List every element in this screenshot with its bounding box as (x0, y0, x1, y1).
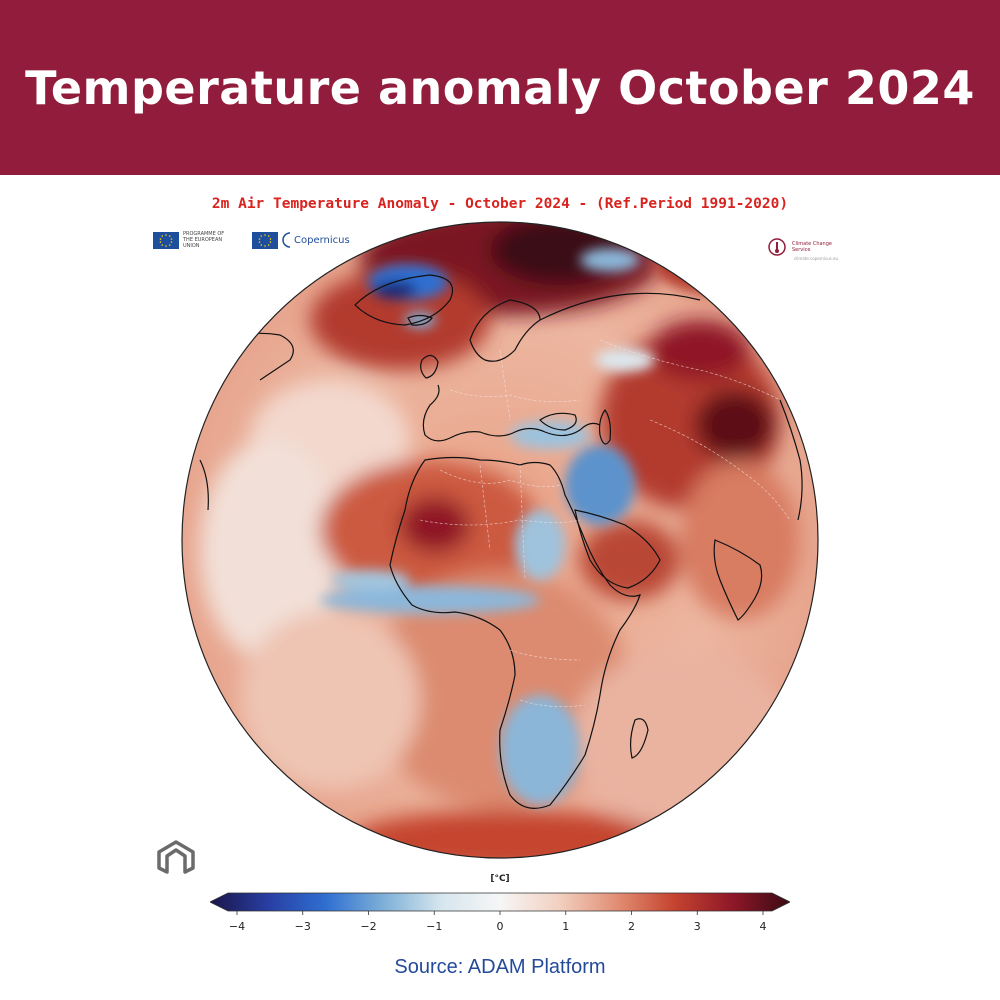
eu-flag-icon (153, 231, 179, 249)
colorbar-tick-label: 0 (497, 920, 504, 933)
colorbar-unit: [°C] (490, 874, 510, 884)
colorbar-tick-label: −1 (426, 920, 442, 933)
globe-outline (181, 221, 819, 859)
banner-title: Temperature anomaly October 2024 (25, 60, 975, 115)
colorbar-tick-label: −4 (229, 920, 245, 933)
source-credit: Source: ADAM Platform (394, 956, 606, 978)
adam-logo (155, 838, 197, 880)
colorbar-tick-label: 3 (694, 920, 701, 933)
title-banner: Temperature anomaly October 2024 (0, 0, 1000, 175)
colorbar-tick-label: 1 (562, 920, 569, 933)
colorbar-tick-label: 2 (628, 920, 635, 933)
coastlines (199, 274, 803, 809)
copernicus-logo: Copernicus (252, 231, 350, 249)
c3s-icon (768, 238, 786, 256)
c3s-label: Climate Change Service (792, 241, 832, 253)
colorbar-tick-label: −2 (360, 920, 376, 933)
colorbar-tick-label: 4 (760, 920, 767, 933)
colorbar-tick-label: −3 (295, 920, 311, 933)
copernicus-arc-icon (282, 232, 291, 248)
colorbar: −4 −3 −2 −1 0 1 2 3 4 (209, 888, 791, 942)
c3s-logo: Climate Change Service climate.copernicu… (766, 236, 838, 261)
globe-map (180, 220, 820, 860)
country-borders (419, 339, 791, 707)
copernicus-label: Copernicus (294, 234, 350, 246)
eu-programme-label: PROGRAMME OF THE EUROPEAN UNION (183, 231, 225, 249)
colorbar-ramp (209, 892, 791, 912)
eu-logo: PROGRAMME OF THE EUROPEAN UNION (153, 231, 233, 249)
map-title: 2m Air Temperature Anomaly - October 202… (211, 196, 789, 212)
eu-flag-icon (252, 231, 278, 249)
c3s-url: climate.copernicus.eu (794, 256, 839, 261)
